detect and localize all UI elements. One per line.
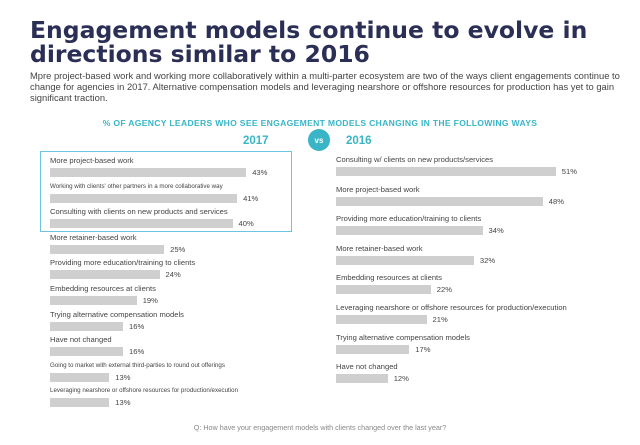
bar-row: More project-based work 43% — [50, 156, 341, 184]
page-subtitle: Mpre project-based work and working more… — [30, 70, 620, 103]
bar — [336, 255, 474, 265]
category-label: More retainer-based work — [336, 243, 423, 253]
value-label: 12% — [393, 374, 409, 384]
bar-row: Leveraging nearshore or offshore resourc… — [50, 386, 341, 414]
value-label: 40% — [238, 219, 254, 229]
page-title: Engagement models continue to evolve in … — [30, 16, 588, 68]
value-label: 41% — [243, 193, 259, 203]
value-label: 21% — [432, 315, 448, 324]
value-label: 22% — [436, 285, 452, 295]
bar — [336, 374, 388, 384]
bar — [50, 244, 165, 254]
bar-row: Going to market with external third-part… — [50, 361, 341, 389]
chart-title: % OF AGENCY LEADERS WHO SEE ENGAGEMENT M… — [102, 118, 538, 128]
bar-row: Have not changed 16% — [50, 335, 341, 363]
bar-row: Leveraging nearshore or offshore resourc… — [336, 303, 613, 331]
value-label: 34% — [488, 226, 504, 236]
value-label: 48% — [548, 196, 564, 206]
value-label: 43% — [252, 168, 268, 177]
category-label: Going to market with external third-part… — [50, 361, 225, 369]
value-label: 16% — [129, 347, 145, 357]
value-label: 19% — [142, 296, 158, 305]
category-label: Providing more education/training to cli… — [50, 258, 196, 268]
top-three-highlight-box — [40, 151, 292, 232]
bar-row: Embedding resources at clients 22% — [336, 273, 613, 301]
year-2016-label: 2016 — [346, 135, 372, 147]
bar — [50, 168, 247, 177]
value-label: 17% — [415, 344, 431, 354]
bar — [336, 344, 410, 354]
bar — [336, 285, 431, 295]
category-label: Embedding resources at clients — [336, 273, 442, 283]
category-label: Consulting w/ clients on new products/se… — [336, 155, 494, 164]
category-label: More project-based work — [50, 156, 134, 165]
bar — [50, 398, 110, 408]
bar-row: More retainer-based work 32% — [336, 244, 613, 272]
bar — [336, 226, 483, 236]
bar — [50, 296, 137, 305]
value-label: 32% — [479, 255, 496, 265]
category-label: Have not changed — [336, 362, 398, 372]
bar — [336, 315, 427, 324]
bar — [50, 193, 238, 203]
bar-row: Have not changed 12% — [336, 362, 613, 390]
bar-row: Working with clients' other partners in … — [50, 182, 341, 210]
bar — [336, 167, 556, 176]
bar-row: Consulting w/ clients on new products/se… — [336, 155, 613, 183]
bar — [50, 372, 110, 382]
bar — [336, 196, 543, 206]
value-label: 51% — [561, 167, 577, 176]
category-label: Leveraging nearshore or offshore resourc… — [50, 387, 239, 395]
bar-row: Consulting with clients on new products … — [50, 207, 341, 235]
category-label: Trying alternative compensation models — [336, 332, 470, 342]
category-label: More retainer-based work — [50, 232, 137, 242]
bar-row: More retainer-based work 25% — [50, 233, 341, 261]
bar-row: Trying alternative compensation models 16… — [50, 310, 341, 338]
category-label: Have not changed — [50, 335, 112, 345]
survey-question-footnote: Q: How have your engagement models with … — [193, 423, 447, 432]
value-label: 13% — [115, 372, 131, 382]
category-label: Trying alternative compensation models — [50, 309, 184, 319]
bar — [50, 321, 123, 331]
bar — [50, 219, 233, 229]
bar — [50, 347, 123, 357]
bar — [50, 270, 160, 280]
value-label: 24% — [165, 270, 181, 280]
value-label: 16% — [129, 321, 145, 331]
category-label: Embedding resources at clients — [50, 284, 156, 293]
year-2017-label: 2017 — [243, 135, 269, 147]
vs-badge: vs — [308, 129, 330, 151]
bar-row: Embedding resources at clients 19% — [50, 284, 341, 312]
category-label: More project-based work — [336, 184, 420, 194]
category-label: Working with clients' other partners in … — [50, 182, 223, 190]
value-label: 25% — [170, 244, 186, 254]
category-label: Consulting with clients on new products … — [50, 207, 228, 217]
bar-row: More project-based work 48% — [336, 185, 613, 213]
bar-row: Trying alternative compensation models 17… — [336, 333, 613, 361]
value-label: 13% — [115, 398, 131, 408]
category-label: Providing more education/training to cli… — [336, 214, 482, 224]
bar-row: Providing more education/training to cli… — [336, 214, 613, 242]
bar-row: Providing more education/training to cli… — [50, 258, 341, 286]
category-label: Leveraging nearshore or offshore resourc… — [336, 303, 567, 312]
